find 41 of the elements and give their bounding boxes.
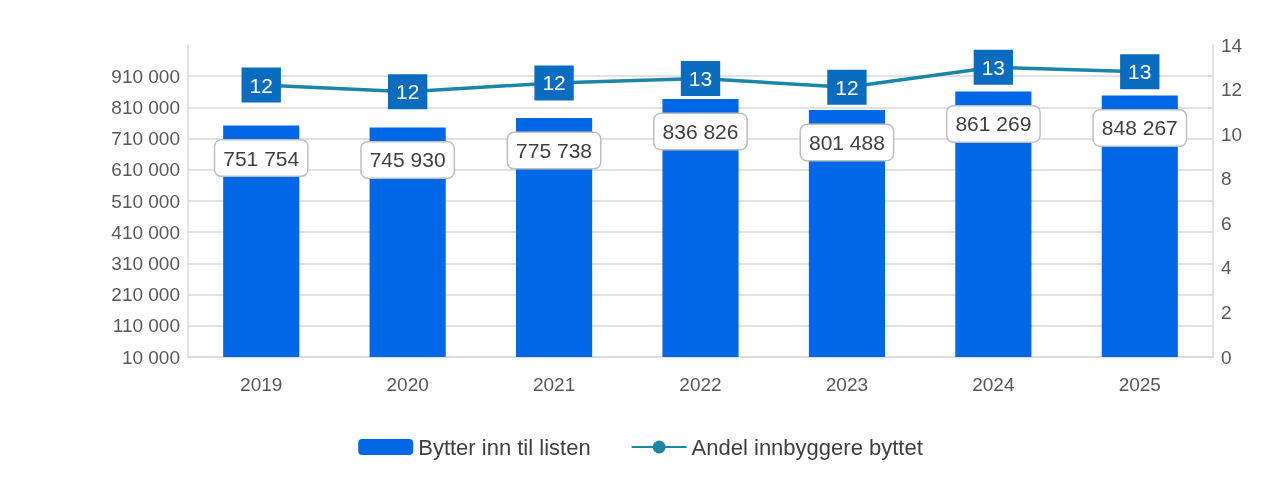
data-label: 12 xyxy=(395,80,420,104)
x-tick-label: 2021 xyxy=(532,374,576,395)
y2-tick-label: 14 xyxy=(1221,34,1243,56)
y2-tick-label: 12 xyxy=(1221,79,1243,101)
y-tick-label: 10 000 xyxy=(121,346,180,368)
y-tick-label: 910 000 xyxy=(111,65,180,87)
legend-label: Andel innbyggere byttet xyxy=(691,434,923,460)
y-tick-label: 510 000 xyxy=(111,190,180,212)
x-tick-label: 2020 xyxy=(386,374,429,395)
data-label: 775 738 xyxy=(516,139,593,163)
y-tick-label: 210 000 xyxy=(111,284,180,306)
data-label: 848 267 xyxy=(1101,116,1178,140)
data-label: 13 xyxy=(1128,60,1152,84)
y2-tick-label: 10 xyxy=(1221,123,1243,145)
data-label: 13 xyxy=(688,66,713,90)
y-tick-label: 610 000 xyxy=(111,159,180,181)
data-label: 861 269 xyxy=(955,112,1032,136)
data-label: 12 xyxy=(835,75,859,99)
y-tick-label: 810 000 xyxy=(111,96,180,118)
y2-tick-label: 8 xyxy=(1221,168,1232,190)
data-label: 12 xyxy=(249,73,273,97)
x-tick-label: 2022 xyxy=(679,374,722,395)
x-tick-label: 2025 xyxy=(1118,374,1161,395)
x-tick-label: 2023 xyxy=(825,374,869,395)
data-label: 801 488 xyxy=(808,131,885,155)
y2-tick-label: 0 xyxy=(1221,346,1232,368)
y2-tick-label: 4 xyxy=(1221,257,1232,279)
data-label: 751 754 xyxy=(223,146,300,170)
data-label: 745 930 xyxy=(369,148,446,172)
data-label: 12 xyxy=(542,71,566,95)
data-label: 13 xyxy=(981,55,1006,79)
x-tick-label: 2024 xyxy=(972,374,1015,395)
data-label: 836 826 xyxy=(662,120,739,144)
y-tick-label: 110 000 xyxy=(112,315,180,337)
y-tick-label: 410 000 xyxy=(111,221,180,243)
y2-tick-label: 2 xyxy=(1221,301,1232,323)
y2-tick-label: 6 xyxy=(1221,212,1232,234)
y-tick-label: 710 000 xyxy=(111,128,180,150)
y-tick-label: 310 000 xyxy=(111,252,180,274)
x-tick-label: 2019 xyxy=(240,374,283,395)
legend-label: Bytter inn til listen xyxy=(418,434,591,460)
